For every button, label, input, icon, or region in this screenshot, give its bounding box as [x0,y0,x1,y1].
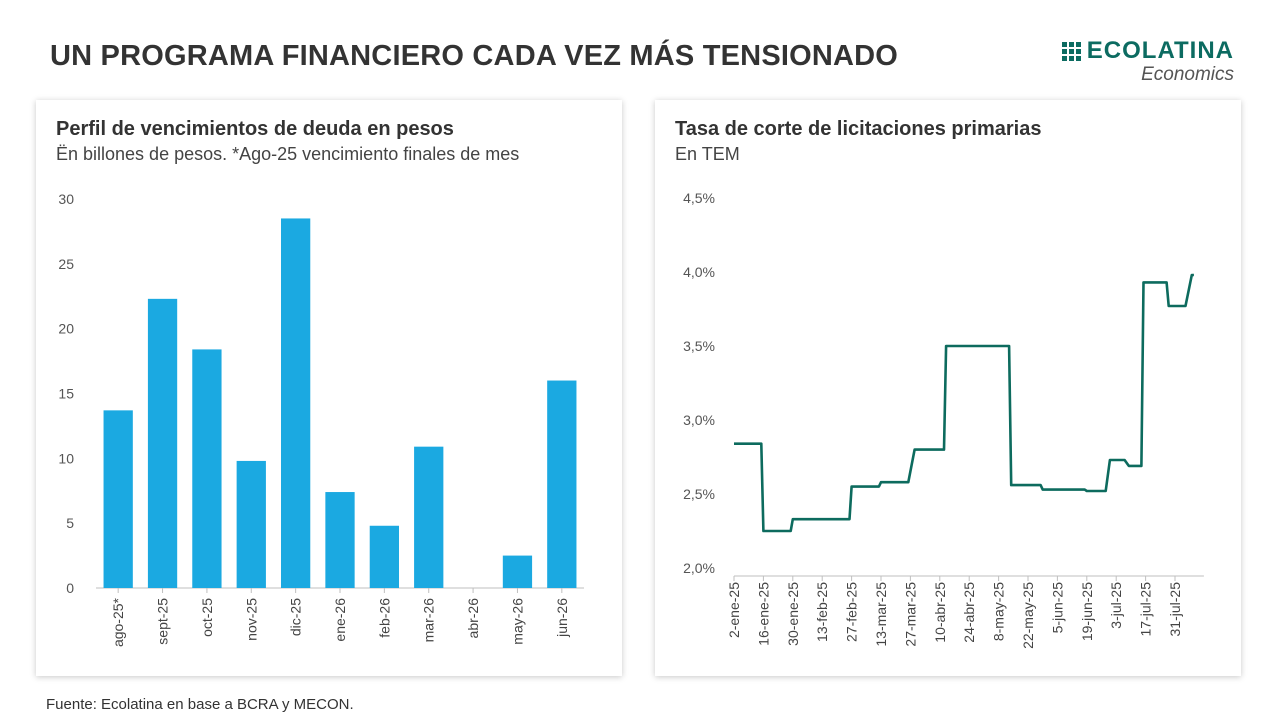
logo-name: ECOLATINA [1086,37,1234,64]
x-tick-label: nov-25 [243,598,259,641]
y-tick-label: 15 [58,386,74,402]
x-tick-label: 10-abr-25 [932,582,948,643]
x-tick-label: 16-ene-25 [755,582,771,646]
line-chart: 2,0% 2,5% 3,0% 3,5% 4,0% 4,5% 2-ene-25 16-ene-2… [683,190,1204,649]
brand-logo: ECOLATINA Economics [1061,37,1234,86]
x-tick-label: 31-jul-25 [1167,582,1183,637]
y-tick-label: 4,5% [683,190,715,206]
x-tick-label: 2-ene-25 [726,582,742,638]
dot-grid-icon [1061,41,1081,61]
x-tick-label: sept-25 [155,598,171,645]
x-tick-label: 24-abr-25 [961,582,977,643]
bar [236,460,266,588]
y-tick-label: 3,0% [683,412,715,428]
y-tick-label: 30 [58,191,74,207]
y-tick-label: 10 [58,450,74,466]
logo-subtitle: Economics [1141,64,1234,85]
bar-chart-panel: Perfil de vencimientos de deuda en pesos… [36,100,622,676]
x-tick-label: 27-mar-25 [902,582,918,647]
x-tick-label: ago-25* [110,597,126,647]
bar-chart: 0 5 10 15 20 25 30 ago-25* sept-25 oct-25 nov-25 di… [58,191,584,647]
bar-chart-title: Perfil de vencimientos de deuda en pesos [56,118,454,140]
x-tick-label: oct-25 [199,598,215,637]
line-chart-panel: Tasa de corte de licitaciones primarias … [655,100,1241,676]
x-tick-label: 22-may-25 [1020,582,1036,649]
x-tick-label: 13-mar-25 [873,582,889,647]
source-note: Fuente: Ecolatina en base a BCRA y MECON… [46,696,354,713]
y-tick-label: 2,5% [683,486,715,502]
y-tick-label: 3,5% [683,338,715,354]
x-tick-label: 8-may-25 [991,582,1007,641]
x-tick-label: may-26 [509,598,525,645]
bar [547,380,577,588]
bar [147,298,178,588]
y-tick-label: 4,0% [683,264,715,280]
x-tick-label: 19-jun-25 [1079,582,1095,641]
x-tick-label: ene-26 [332,598,348,642]
rate-series-line [734,273,1194,533]
x-tick-label: 3-jul-25 [1108,582,1124,629]
y-tick-label: 25 [58,256,74,272]
y-tick-label: 0 [66,580,74,596]
bar [325,492,355,588]
x-tick-label: 17-jul-25 [1138,582,1154,637]
y-tick-label: 5 [66,515,74,531]
bar [502,555,533,588]
x-tick-label: jun-26 [554,598,570,638]
line-chart-title: Tasa de corte de licitaciones primarias [675,118,1042,140]
line-chart-subtitle: En TEM [675,144,740,164]
x-tick-label: mar-26 [421,598,437,643]
x-tick-label: 30-ene-25 [785,582,801,646]
bar [280,218,311,588]
page-title: UN PROGRAMA FINANCIERO CADA VEZ MÁS TENS… [50,40,899,72]
bar [103,410,133,588]
x-tick-label: 13-feb-25 [814,582,830,642]
x-tick-label: 5-jun-25 [1049,582,1065,634]
bar [192,349,222,588]
x-tick-label: dic-25 [288,598,304,636]
y-tick-label: 20 [58,321,74,337]
bar-chart-subtitle: Ën billones de pesos. *Ago-25 vencimient… [56,144,520,164]
x-tick-label: abr-26 [465,598,481,639]
bar [414,446,444,588]
x-tick-label: feb-26 [376,598,392,638]
x-tick-label: 27-feb-25 [844,582,860,642]
bar [369,525,400,588]
y-tick-label: 2,0% [683,560,715,576]
